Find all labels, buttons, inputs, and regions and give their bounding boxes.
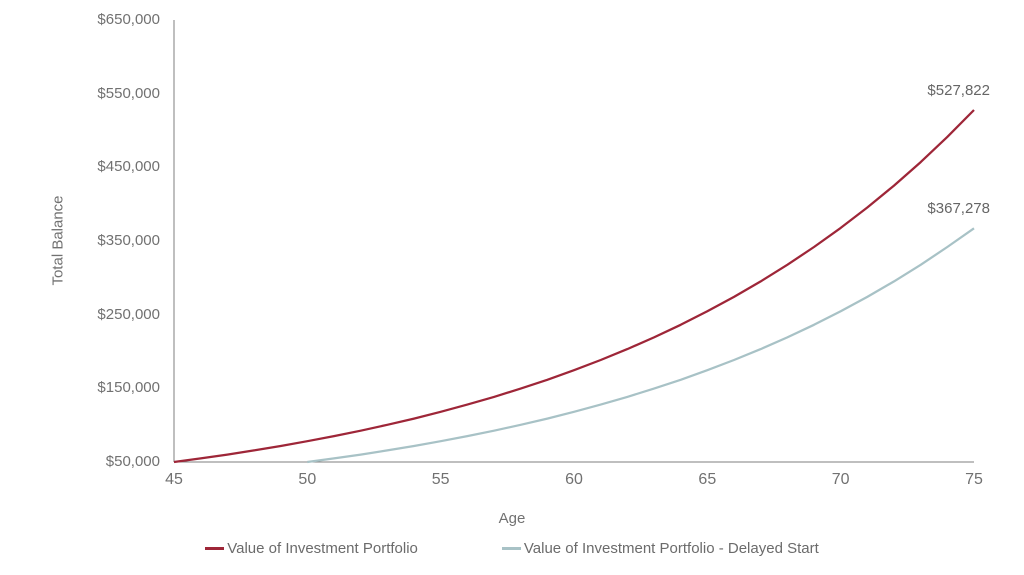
x-tick-label: 75 [965, 471, 983, 488]
x-tick-label: 70 [831, 471, 850, 488]
series-end-value-label-2: $367,278 [927, 200, 990, 218]
chart-legend: Value of Investment Portfolio Value of In… [0, 540, 1024, 557]
x-axis-title: Age [498, 510, 526, 527]
x-tick-label: 65 [698, 471, 717, 488]
legend-entry-1: Value of Investment Portfolio [205, 540, 418, 557]
legend-entry-2: Value of Investment Portfolio - Delayed … [501, 540, 819, 557]
legend-line-marker [205, 547, 225, 550]
x-tick-label: 60 [565, 471, 583, 488]
legend-line-marker [501, 547, 521, 550]
y-tick-label: $50,000 [105, 453, 160, 470]
x-tick-label: 55 [431, 471, 450, 488]
x-tick-label: 50 [298, 471, 317, 488]
y-tick-label: $150,000 [97, 379, 160, 397]
y-tick-label: $650,000 [97, 11, 160, 28]
legend-label: Value of Investment Portfolio [227, 540, 418, 557]
y-tick-label: $450,000 [97, 158, 160, 176]
series-end-value-label-1: $527,822 [927, 82, 990, 99]
series-line-2 [307, 227, 975, 464]
y-tick-label: $350,000 [97, 232, 160, 249]
x-tick-label: 45 [165, 471, 183, 488]
y-tick-label: $250,000 [97, 305, 160, 323]
legend-label: Value of Investment Portfolio - Delayed … [523, 540, 819, 557]
y-tick-label: $550,000 [97, 84, 160, 102]
series-line-1 [173, 109, 975, 464]
